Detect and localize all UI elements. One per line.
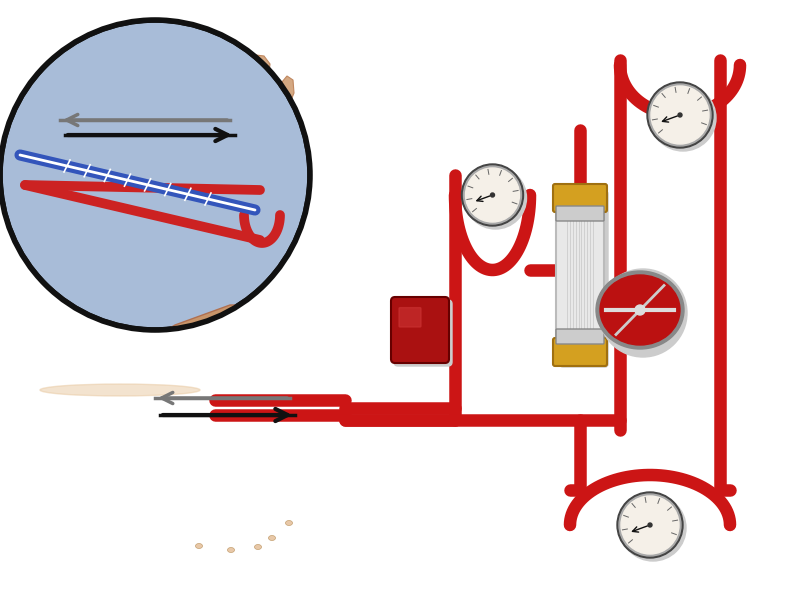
Circle shape [678, 113, 682, 117]
Ellipse shape [286, 520, 293, 526]
Circle shape [463, 166, 522, 224]
Circle shape [619, 494, 681, 556]
Circle shape [465, 167, 526, 229]
Circle shape [462, 164, 523, 226]
FancyBboxPatch shape [399, 308, 421, 327]
Circle shape [620, 495, 686, 561]
Circle shape [651, 86, 709, 144]
FancyBboxPatch shape [556, 206, 604, 221]
Ellipse shape [600, 275, 680, 345]
Circle shape [650, 85, 716, 151]
FancyBboxPatch shape [391, 297, 449, 363]
Polygon shape [5, 305, 295, 520]
Circle shape [649, 84, 711, 146]
Ellipse shape [596, 271, 684, 349]
Circle shape [0, 20, 310, 330]
Circle shape [647, 82, 713, 148]
Ellipse shape [195, 544, 202, 548]
Circle shape [490, 193, 494, 197]
Circle shape [635, 305, 645, 315]
Ellipse shape [227, 547, 234, 553]
Circle shape [648, 523, 652, 527]
FancyBboxPatch shape [553, 338, 607, 366]
FancyBboxPatch shape [556, 329, 604, 344]
FancyBboxPatch shape [553, 184, 607, 212]
Ellipse shape [40, 384, 200, 396]
Ellipse shape [254, 545, 262, 550]
Ellipse shape [0, 360, 205, 440]
Ellipse shape [269, 535, 275, 541]
Ellipse shape [0, 368, 180, 432]
Circle shape [599, 269, 687, 357]
Circle shape [617, 492, 683, 558]
Polygon shape [10, 50, 294, 218]
Ellipse shape [5, 376, 155, 424]
Circle shape [466, 168, 519, 222]
Circle shape [621, 496, 679, 554]
FancyBboxPatch shape [556, 187, 604, 363]
FancyBboxPatch shape [560, 191, 608, 367]
FancyBboxPatch shape [394, 300, 452, 366]
